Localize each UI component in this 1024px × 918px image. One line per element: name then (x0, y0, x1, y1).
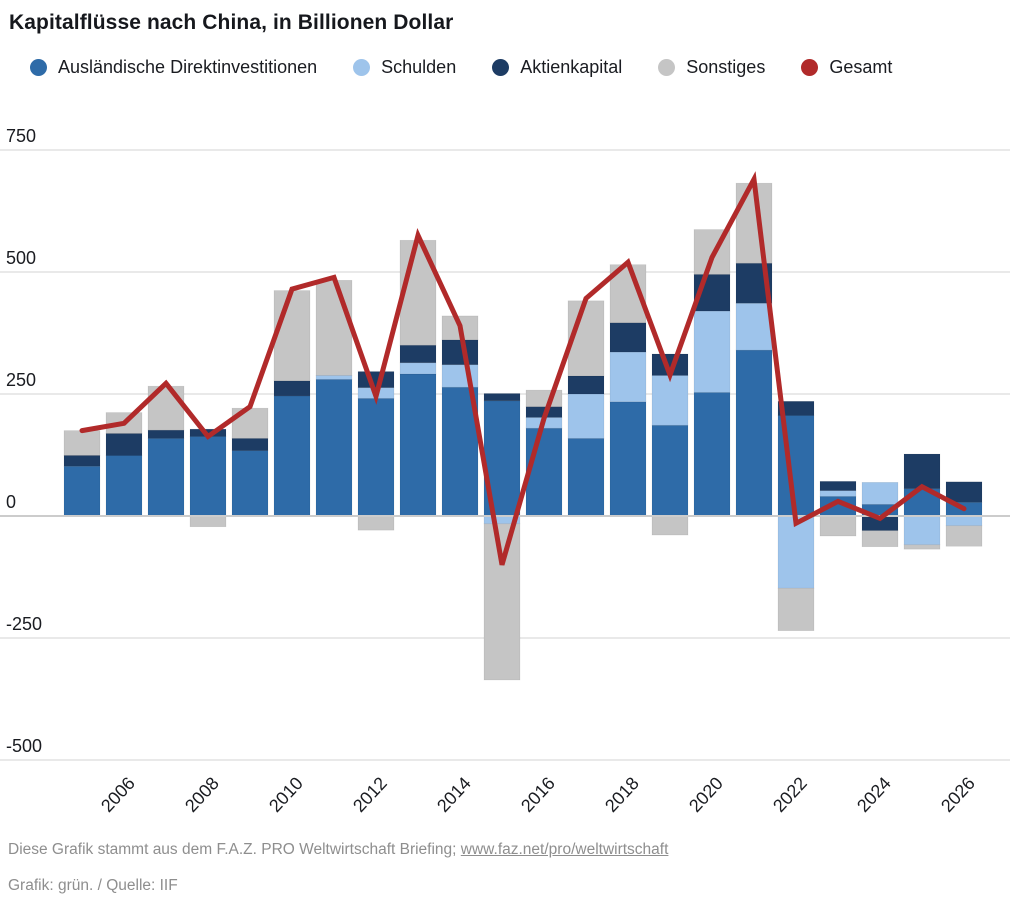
x-tick-label-2026: 2026 (937, 773, 979, 816)
bar-2013-schulden (399, 362, 437, 375)
bar-2008-fdi (189, 436, 227, 517)
legend-item-fdi: Ausländische Direktinvestitionen (30, 57, 317, 78)
bar-2025-schulden (903, 515, 941, 546)
bar-2023-sonstiges (819, 515, 857, 537)
bar-2013-aktienkapital (399, 344, 437, 364)
x-tick-label-2024: 2024 (853, 773, 895, 816)
bar-2010-sonstiges (273, 290, 311, 382)
bar-2015-aktienkapital (483, 393, 521, 402)
bar-2013-fdi (399, 373, 437, 517)
y-tick-label-500: 500 (6, 248, 36, 268)
gesamt-total-line (79, 171, 967, 566)
bar-2017-schulden (567, 393, 605, 439)
bar-2018-schulden (609, 351, 647, 403)
bar-2024-schulden (861, 482, 899, 505)
bar-2005-sonstiges (63, 430, 101, 456)
credit-note: Grafik: grün. / Quelle: IIF (8, 877, 178, 894)
y-tick-label--250: -250 (6, 614, 42, 634)
weltwirtschaft-link[interactable]: www.faz.net/pro/weltwirtschaft (460, 841, 669, 858)
bar-2019-fdi (651, 424, 689, 517)
legend-item-schulden: Schulden (353, 57, 456, 78)
bar-2025-sonstiges (903, 544, 941, 550)
bar-2009-aktienkapital (231, 438, 269, 451)
bar-2011-sonstiges (315, 279, 353, 376)
legend-item-sonstiges: Sonstiges (658, 57, 765, 78)
x-tick-label-2012: 2012 (349, 773, 391, 816)
bar-2005-fdi (63, 465, 101, 517)
bar-2009-fdi (231, 450, 269, 517)
sonstiges-color-dot-icon (658, 59, 676, 76)
y-tick-label--500: -500 (6, 736, 42, 756)
bar-2012-fdi (357, 398, 395, 517)
bar-2017-aktienkapital (567, 375, 605, 395)
x-tick-label-2016: 2016 (517, 773, 559, 816)
bar-2010-fdi (273, 395, 311, 517)
bar-2017-fdi (567, 438, 605, 517)
x-tick-label-2014: 2014 (433, 773, 475, 816)
bar-2020-schulden (693, 310, 731, 393)
bar-2006-fdi (105, 455, 143, 517)
bar-2014-aktienkapital (441, 339, 479, 366)
bar-2014-fdi (441, 386, 479, 517)
bar-2016-sonstiges (525, 389, 563, 407)
bar-2021-fdi (735, 349, 773, 517)
bar-2016-fdi (525, 427, 563, 517)
bar-2023-schulden (819, 490, 857, 497)
legend-label-schulden: Schulden (381, 57, 457, 77)
bar-2021-schulden (735, 302, 773, 351)
bar-2025-aktienkapital (903, 453, 941, 489)
bar-2024-sonstiges (861, 530, 899, 548)
legend-label-sonstiges: Sonstiges (686, 57, 766, 77)
source-note: Diese Grafik stammt aus dem F.A.Z. PRO W… (8, 841, 668, 859)
bar-2011-schulden (315, 375, 353, 380)
legend-item-aktienkapital: Aktienkapital (492, 57, 622, 78)
bar-2022-sonstiges (777, 587, 815, 631)
capital-flows-chart: 750 500 250 0 -250 -500 2006 2008 2010 2012 2014 20… (0, 120, 1024, 832)
bar-2006-aktienkapital (105, 433, 143, 456)
aktienkapital-color-dot-icon (492, 59, 510, 76)
page-title: Kapitalflüsse nach China, in Billionen D… (9, 11, 454, 34)
bar-2012-aktienkapital (357, 371, 395, 388)
bar-2019-sonstiges (651, 515, 689, 536)
fdi-color-dot-icon (30, 59, 47, 76)
x-tick-label-2008: 2008 (181, 773, 223, 816)
y-tick-label-250: 250 (6, 370, 36, 390)
legend-label-gesamt: Gesamt (829, 57, 893, 77)
gesamt-color-dot-icon (801, 59, 819, 76)
schulden-color-dot-icon (353, 59, 371, 76)
bar-2026-aktienkapital (945, 481, 983, 503)
bar-2018-aktienkapital (609, 322, 647, 353)
bar-2010-aktienkapital (273, 380, 311, 397)
x-tick-label-2022: 2022 (769, 773, 811, 816)
bar-2007-fdi (147, 438, 185, 517)
source-note-text: Diese Grafik stammt aus dem F.A.Z. PRO W… (8, 841, 457, 858)
bar-2008-sonstiges (189, 515, 227, 528)
chart-canvas: 750 500 250 0 -250 -500 2006 2008 2010 2012 2014 20… (0, 126, 1010, 816)
legend-item-gesamt: Gesamt (801, 57, 892, 78)
bar-2022-aktienkapital (777, 401, 815, 416)
bar-2019-schulden (651, 375, 689, 426)
bar-2020-fdi (693, 392, 731, 517)
bar-2012-sonstiges (357, 515, 395, 531)
bar-2005-aktienkapital (63, 455, 101, 467)
bar-2011-fdi (315, 379, 353, 517)
legend-label-aktienkapital: Aktienkapital (520, 57, 623, 77)
x-tick-label-2018: 2018 (601, 773, 643, 816)
bar-2023-aktienkapital (819, 481, 857, 491)
x-tick-label-2020: 2020 (685, 773, 727, 816)
bar-2018-fdi (609, 401, 647, 517)
y-tick-label-750: 750 (6, 126, 36, 146)
x-tick-label-2010: 2010 (265, 773, 307, 816)
legend: Ausländische Direktinvestitionen Schulde… (30, 57, 892, 78)
bar-2026-schulden (945, 515, 983, 527)
x-tick-label-2006: 2006 (97, 773, 139, 816)
bar-2007-aktienkapital (147, 429, 185, 439)
legend-label-fdi: Ausländische Direktinvestitionen (58, 57, 318, 77)
bar-2015-sonstiges (483, 523, 521, 681)
y-tick-label-0: 0 (6, 492, 16, 512)
bar-2026-sonstiges (945, 525, 983, 547)
bar-2022-schulden (777, 515, 815, 589)
